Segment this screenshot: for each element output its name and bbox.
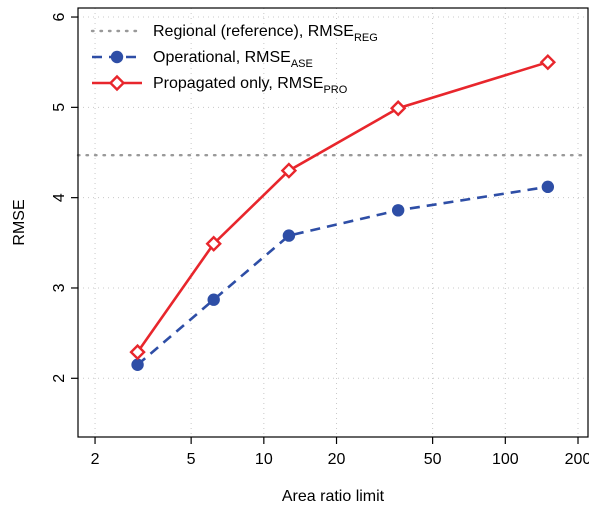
y-axis-label: RMSE xyxy=(11,199,28,245)
y-tick-label-4: 6 xyxy=(51,12,68,21)
x-tick-label-2: 10 xyxy=(255,451,273,468)
y-tick-label-1: 3 xyxy=(51,283,68,292)
x-tick-label-3: 20 xyxy=(328,451,346,468)
x-tick-label-6: 200 xyxy=(565,451,589,468)
legend-reference-subscript: REG xyxy=(354,32,378,44)
series-propagated-point-3 xyxy=(389,100,407,117)
y-tick-label-2: 4 xyxy=(51,193,68,202)
legend: Regional (reference), RMSEREG Operationa… xyxy=(90,23,378,96)
series-operational-point-4 xyxy=(541,180,555,194)
x-axis: 2 5 10 20 50 100 200 xyxy=(91,437,589,468)
series-operational-point-1 xyxy=(207,293,220,306)
series-operational-line xyxy=(136,185,549,366)
legend-propagated-label: Propagated only, RMSEPRO xyxy=(153,75,348,96)
legend-entry-operational: Operational, RMSEASE xyxy=(92,49,313,70)
x-tick-label-0: 2 xyxy=(91,451,100,468)
legend-operational-label: Operational, RMSEASE xyxy=(153,49,313,70)
series-operational-point-2 xyxy=(282,229,296,242)
series-propagated-line xyxy=(136,60,549,353)
series-operational-point-0 xyxy=(131,358,144,371)
series-group xyxy=(129,53,557,371)
legend-reference-name: Regional (reference), RMSE xyxy=(153,23,354,40)
series-propagated-point-2 xyxy=(280,162,298,179)
y-tick-label-3: 5 xyxy=(51,103,68,112)
series-propagated-point-0 xyxy=(129,343,146,361)
legend-propagated-name: Propagated only, RMSE xyxy=(153,75,323,92)
legend-reference-label: Regional (reference), RMSEREG xyxy=(153,23,378,44)
plot-frame xyxy=(77,7,589,438)
grid xyxy=(78,8,588,437)
legend-operational-name: Operational, RMSE xyxy=(153,49,291,66)
legend-entry-reference: Regional (reference), RMSEREG xyxy=(90,23,378,44)
x-tick-label-1: 5 xyxy=(187,451,196,468)
legend-operational-subscript: ASE xyxy=(291,58,313,70)
series-propagated-point-1 xyxy=(205,235,222,252)
x-tick-label-4: 50 xyxy=(424,451,442,468)
y-axis: 2 3 4 5 6 xyxy=(51,12,78,383)
x-tick-label-5: 100 xyxy=(492,451,519,468)
series-operational-point-3 xyxy=(391,204,405,217)
legend-propagated-subscript: PRO xyxy=(323,84,347,96)
series-propagated-point-4 xyxy=(539,53,557,71)
x-axis-label: Area ratio limit xyxy=(282,488,385,505)
legend-entry-propagated: Propagated only, RMSEPRO xyxy=(92,74,348,96)
y-tick-label-0: 2 xyxy=(51,374,68,383)
legend-operational-marker xyxy=(110,50,124,64)
legend-propagated-marker xyxy=(108,74,126,92)
